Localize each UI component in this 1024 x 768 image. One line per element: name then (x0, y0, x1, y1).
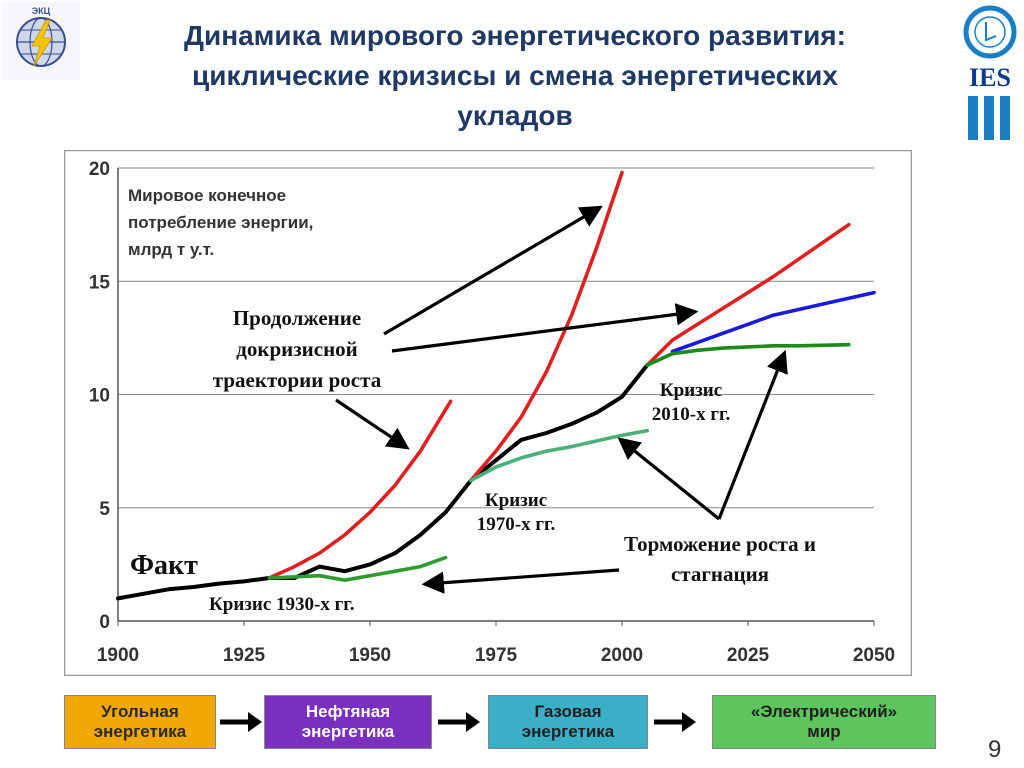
era-box-label: Газовая (534, 702, 602, 721)
annotation-arrow (335, 398, 410, 450)
era-arrow-icon (652, 707, 700, 737)
annotation-arrow (617, 437, 721, 521)
era-box-label: Нефтяная (305, 702, 391, 721)
series-line-7 (645, 342, 851, 367)
page-number: 9 (988, 736, 1002, 763)
x-tick-label: 1975 (475, 645, 518, 666)
ies-logo-text: IES (969, 63, 1011, 92)
y-tick-label: 10 (89, 386, 110, 407)
era-box-1: Угольная энергетика (64, 695, 216, 749)
era-box-3: Газовая энергетика (488, 695, 648, 749)
annotation-crisis-2010: Кризис 2010-х гг. (652, 380, 730, 425)
annotation-arrow (383, 205, 603, 336)
series-line-2 (469, 170, 624, 483)
era-arrow-icon (218, 707, 266, 737)
annotation-crisis-1930: Кризис 1930-х гг. (209, 594, 355, 615)
series-line-3 (645, 222, 851, 367)
title-line-1: Динамика мирового энергетического развит… (184, 20, 846, 51)
series-line-6 (670, 290, 876, 354)
x-tick-label: 1950 (349, 645, 391, 666)
era-box-label: мир (807, 722, 841, 741)
era-box-label: энергетика (521, 722, 615, 741)
ekc-logo: ЭКЦ (2, 2, 80, 80)
annotation-continuation: Продолжение докризисной траектории роста (213, 306, 382, 392)
energy-consumption-chart: 0 5 10 15 20 1900 1925 1950 1975 2000 2025 2050 Мир… (63, 149, 913, 677)
y-tick-label: 5 (99, 499, 110, 520)
era-box-2: Нефтяная энергетика (264, 695, 432, 749)
x-tick-label: 2050 (853, 645, 895, 666)
ekc-logo-text: ЭКЦ (32, 6, 51, 16)
chart-svg: 0 5 10 15 20 1900 1925 1950 1975 2000 2025 2050 Мир… (63, 149, 913, 677)
era-box-label: энергетика (93, 722, 187, 741)
annotation-stagnation: Торможение роста и стагнация (624, 532, 816, 586)
series-line-4 (267, 555, 448, 582)
chart-frame (63, 149, 913, 677)
annotation-arrow (391, 303, 699, 353)
era-box-label: «Электрический» (750, 702, 898, 721)
era-box-label: Угольная (101, 702, 179, 721)
x-tick-label: 2025 (727, 645, 770, 666)
series-line-5 (469, 428, 649, 483)
era-arrow-icon (436, 707, 484, 737)
series-line-0 (116, 363, 650, 601)
era-box-label: энергетика (301, 722, 395, 741)
x-tick-label: 1925 (223, 645, 266, 666)
y-tick-label: 0 (99, 612, 110, 633)
ies-logo: IES (958, 2, 1022, 142)
series-line-1 (267, 399, 453, 580)
y-tick-label: 20 (89, 159, 110, 180)
annotation-crisis-1970: Кризис 1970-х гг. (477, 490, 555, 535)
era-box-4: «Электрический» мир (712, 695, 936, 749)
annotation-arrow (421, 568, 620, 594)
chart-title: Мировое конечное потребление энергии, млрд… (128, 186, 313, 259)
title-line-3: укладов (457, 100, 573, 131)
slide-title: Динамика мирового энергетического развит… (100, 16, 930, 136)
x-tick-label: 1900 (97, 645, 139, 666)
annotation-fact: Факт (130, 550, 198, 581)
y-tick-label: 15 (89, 272, 111, 293)
title-line-2: циклические кризисы и смена энергетическ… (192, 60, 838, 91)
annotation-arrow (717, 349, 788, 520)
x-tick-label: 2000 (601, 645, 643, 666)
